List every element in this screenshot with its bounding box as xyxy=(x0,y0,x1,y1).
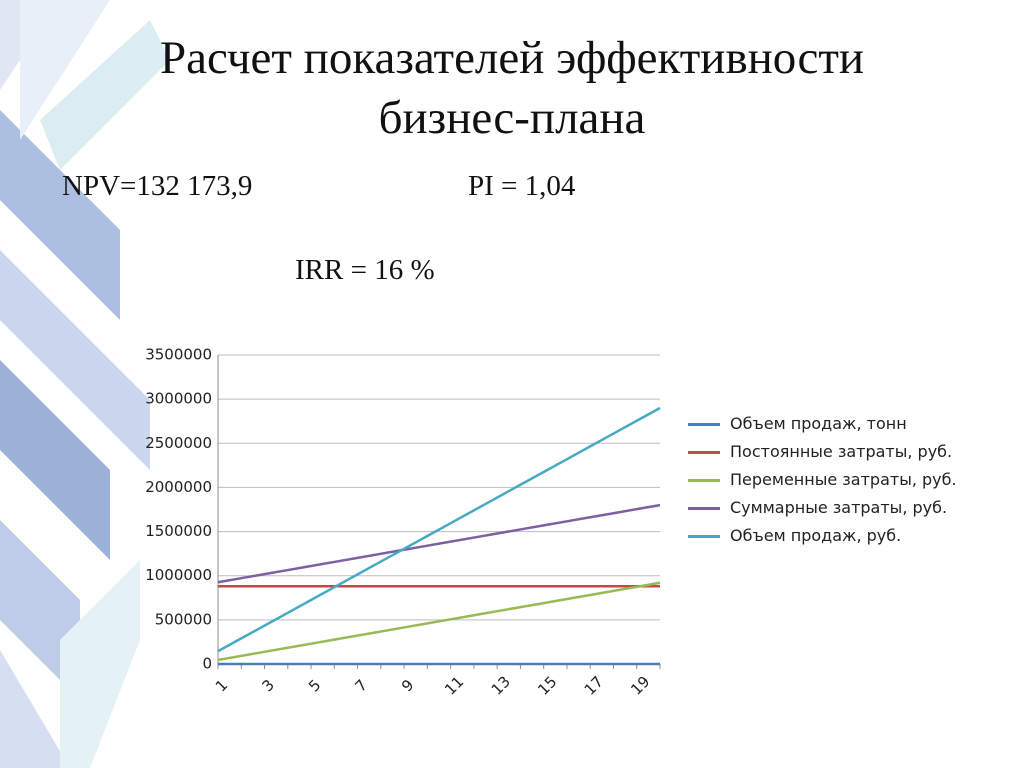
legend-item: Суммарные затраты, руб. xyxy=(688,497,988,519)
legend-item: Объем продаж, тонн xyxy=(688,413,988,435)
x-tick-label: 19 xyxy=(627,673,653,699)
y-tick-label: 2500000 xyxy=(145,434,212,452)
metric: NPV=132 173,9 xyxy=(62,170,253,202)
y-tick-label: 2000000 xyxy=(145,478,212,496)
y-tick-label: 1500000 xyxy=(145,522,212,540)
x-tick-label: 3 xyxy=(258,676,277,695)
legend-swatch xyxy=(688,507,720,510)
decor xyxy=(0,0,170,768)
series-line xyxy=(217,503,661,584)
slide-title: Расчет показателей эффективности бизнес-… xyxy=(159,32,865,144)
x-tick-label: 5 xyxy=(305,676,324,695)
x-tick-label: 15 xyxy=(534,673,560,699)
legend-label: Переменные затраты, руб. xyxy=(730,470,957,489)
x-tick-label: 7 xyxy=(351,676,370,695)
legend-item: Постоянные затраты, руб. xyxy=(688,441,988,463)
y-tick-label: 3500000 xyxy=(145,346,212,364)
legend-item: Объем продаж, руб. xyxy=(688,525,988,547)
legend-swatch xyxy=(688,451,720,454)
legend-label: Постоянные затраты, руб. xyxy=(730,442,953,461)
legend-swatch xyxy=(688,423,720,426)
y-tick-label: 0 xyxy=(202,655,212,673)
x-tick-label: 9 xyxy=(398,676,417,695)
legend-label: Объем продаж, руб. xyxy=(730,526,902,545)
legend-label: Объем продаж, тонн xyxy=(730,414,907,433)
metric: IRR = 16 % xyxy=(295,254,435,286)
y-tick-label: 500000 xyxy=(155,610,212,628)
x-tick-label: 17 xyxy=(581,673,607,699)
y-tick-label: 3000000 xyxy=(145,390,212,408)
series-line xyxy=(217,581,661,662)
legend-swatch xyxy=(688,535,720,538)
x-tick-label: 13 xyxy=(488,673,514,699)
x-tick-label: 11 xyxy=(441,673,467,699)
legend-label: Суммарные затраты, руб. xyxy=(730,498,948,517)
legend: Объем продаж, тонн Постоянные затраты, ру… xyxy=(688,413,988,553)
metric: PI = 1,04 xyxy=(468,170,576,202)
legend-item: Переменные затраты, руб. xyxy=(688,469,988,491)
series-line xyxy=(217,406,661,653)
x-tick-label: 1 xyxy=(212,676,231,695)
legend-swatch xyxy=(688,479,720,482)
y-tick-label: 1000000 xyxy=(145,566,212,584)
